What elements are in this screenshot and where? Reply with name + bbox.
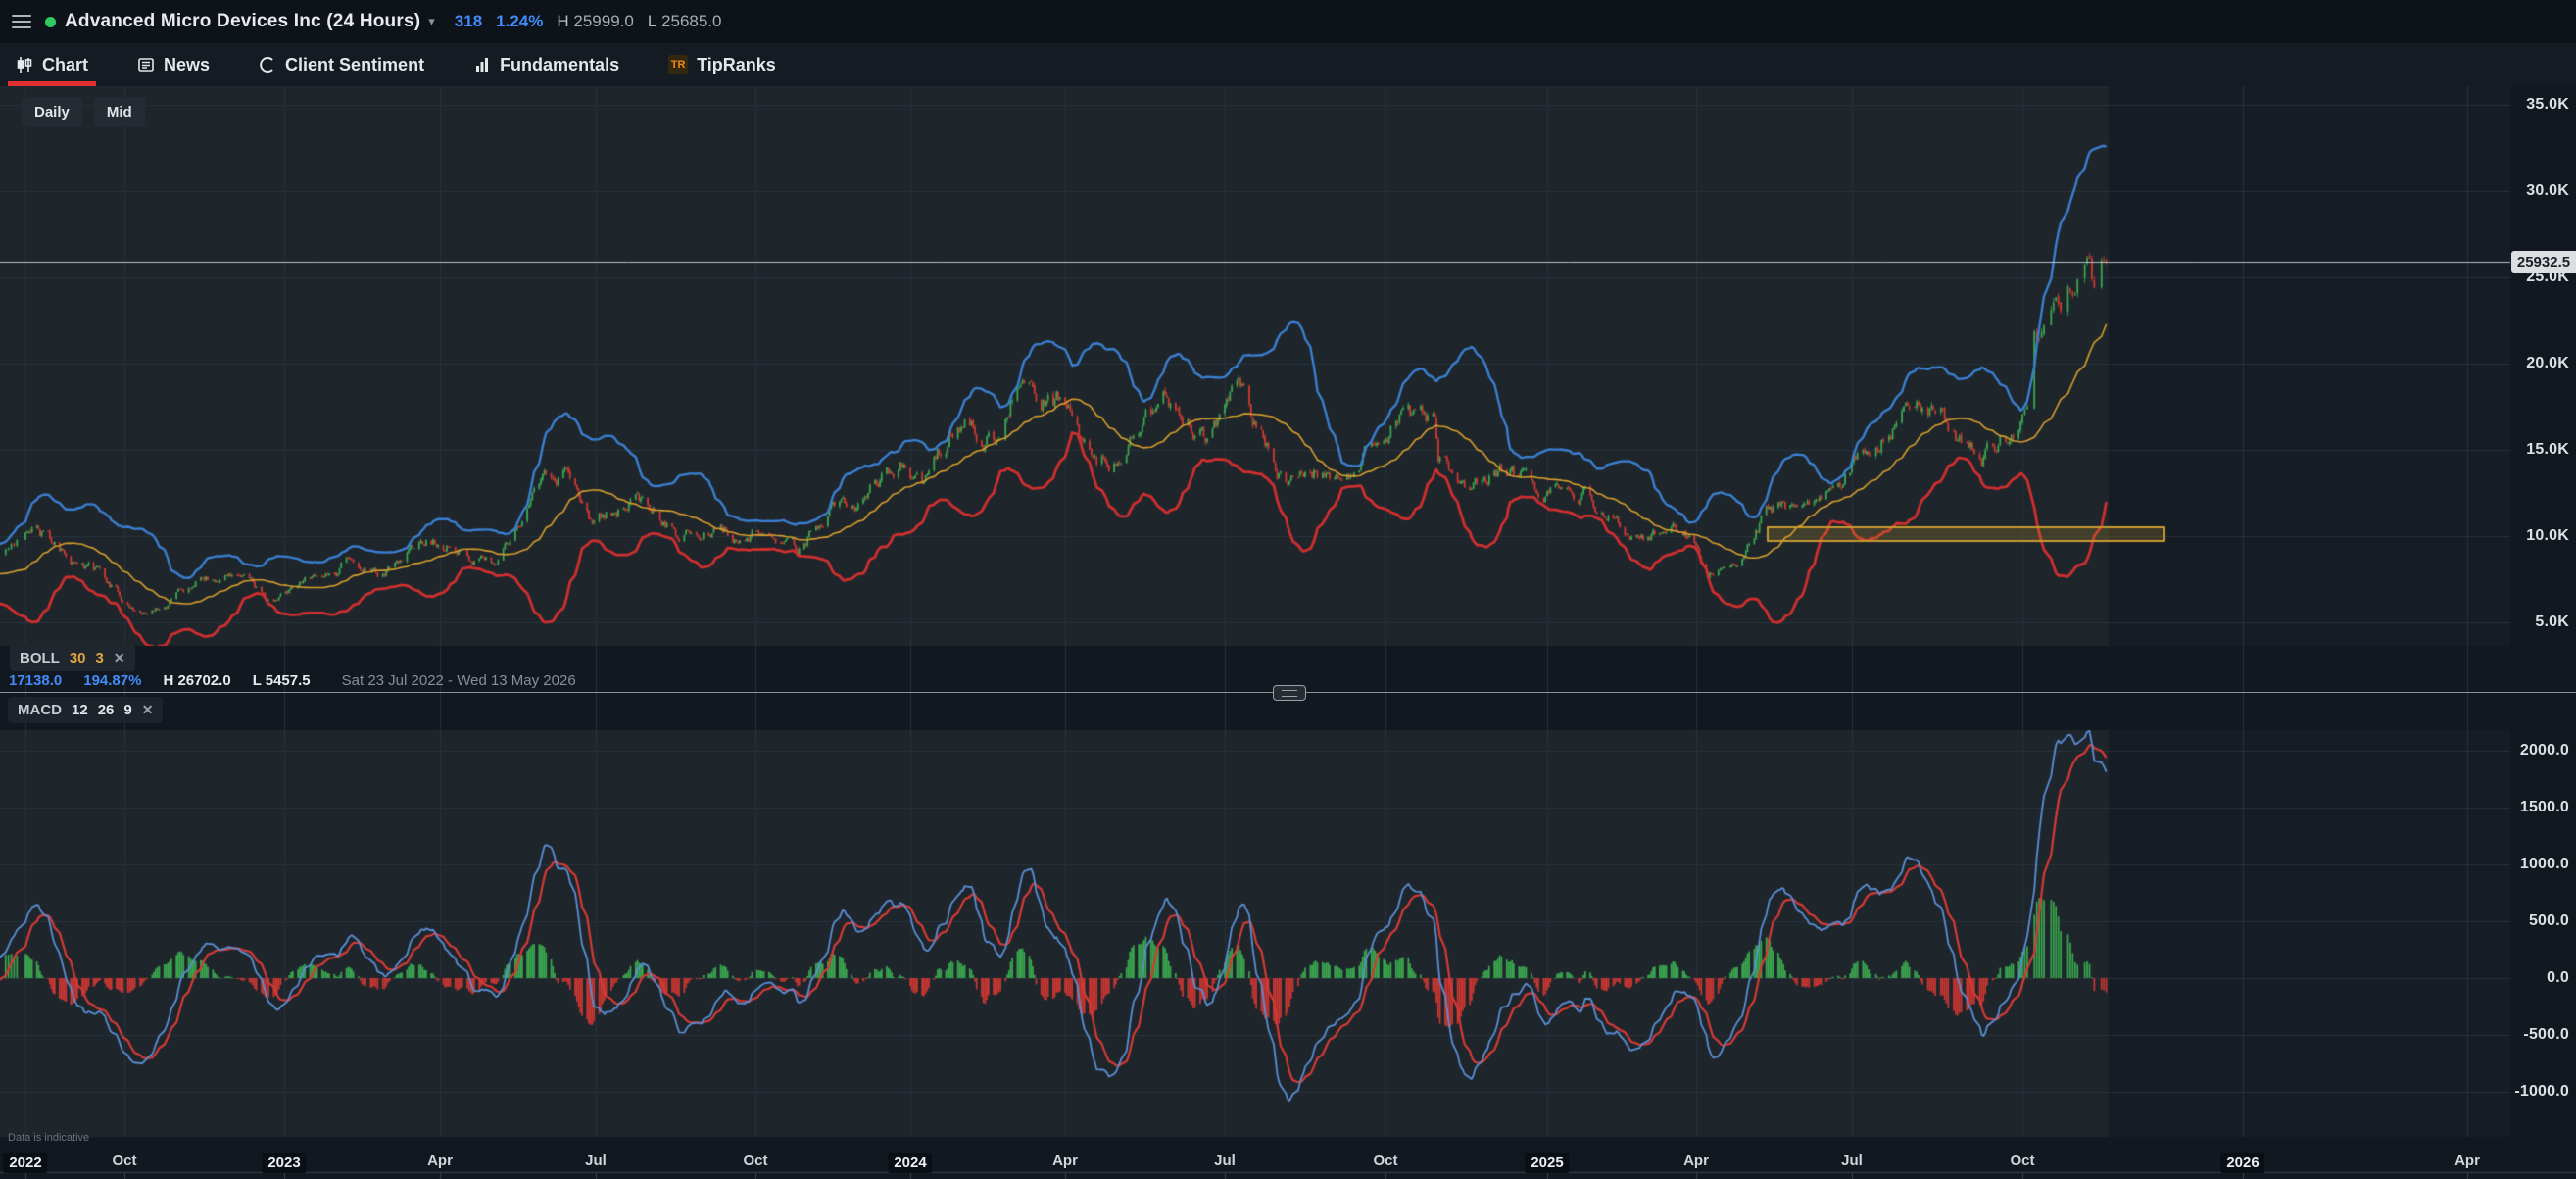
close-icon[interactable]: ✕ <box>113 650 125 665</box>
time-axis-label: Oct <box>112 1153 137 1169</box>
macd-signal: 9 <box>123 702 132 718</box>
period-low: L 5457.5 <box>252 672 311 689</box>
time-axis-label: Oct <box>743 1153 768 1169</box>
tab-bar: Chart News Client Sentiment Fundamentals… <box>0 43 2576 86</box>
instrument-title[interactable]: Advanced Micro Devices Inc (24 Hours) <box>65 11 421 31</box>
time-axis-label: Jul <box>585 1153 607 1169</box>
macd-slow: 26 <box>97 702 115 718</box>
time-axis-label: Apr <box>1052 1153 1078 1169</box>
tab-fundamentals[interactable]: Fundamentals <box>471 43 621 86</box>
time-axis-label: Jul <box>1214 1153 1236 1169</box>
price-axis-label: 10.0K <box>2526 527 2569 544</box>
price-axis-label: 15.0K <box>2526 441 2569 458</box>
time-axis-label: Oct <box>2010 1153 2035 1169</box>
news-icon <box>137 56 155 74</box>
boll-indicator-chip[interactable]: BOLL 30 3 ✕ <box>10 645 135 671</box>
header-bar: Advanced Micro Devices Inc (24 Hours) ▾ … <box>0 0 2576 43</box>
tab-client-sentiment[interactable]: Client Sentiment <box>257 43 426 86</box>
tab-tipranks[interactable]: TR TipRanks <box>666 43 778 86</box>
low-value: 25685.0 <box>661 12 722 30</box>
tab-label: Fundamentals <box>500 54 620 74</box>
macd-axis-label: 1000.0 <box>2519 856 2569 872</box>
data-indicative-note: Data is indicative <box>8 1132 90 1144</box>
boll-mult: 3 <box>95 650 104 666</box>
tab-label: TipRanks <box>697 54 776 74</box>
boll-name: BOLL <box>20 650 60 666</box>
macd-name: MACD <box>18 702 62 718</box>
day-high: H 25999.0 <box>557 12 633 31</box>
macd-axis-label: 0.0 <box>2547 969 2569 986</box>
chart-toolbar: Daily Mid <box>22 97 145 127</box>
candlestick-icon <box>16 56 33 74</box>
macd-axis-label: -500.0 <box>2523 1026 2569 1043</box>
period-change: 17138.0 <box>9 672 63 689</box>
chevron-down-icon[interactable]: ▾ <box>428 14 435 28</box>
price-axis-label: 35.0K <box>2526 96 2569 113</box>
time-axis-label: 2024 <box>888 1153 933 1173</box>
high-label: H <box>557 12 569 30</box>
macd-indicator-chip[interactable]: MACD 12 26 9 ✕ <box>8 697 164 723</box>
tab-label: Chart <box>42 54 89 74</box>
macd-axis-label: 2000.0 <box>2519 742 2569 759</box>
tab-chart[interactable]: Chart <box>7 43 97 86</box>
time-axis-label: Apr <box>1683 1153 1709 1169</box>
macd-axis-label: 500.0 <box>2528 912 2569 929</box>
price-axis-label: 5.0K <box>2535 614 2569 630</box>
time-axis-label: 2026 <box>2220 1153 2265 1173</box>
time-axis-label: Jul <box>1841 1153 1863 1169</box>
time-axis-label: Oct <box>1373 1153 1398 1169</box>
change-percent: 1.24% <box>496 12 544 30</box>
timeframe-button[interactable]: Daily <box>22 97 82 127</box>
macd-axis-label: -1000.0 <box>2514 1083 2569 1100</box>
time-axis-label: Apr <box>2454 1153 2480 1169</box>
time-axis-label: 2025 <box>1525 1153 1570 1173</box>
time-axis-label: Apr <box>427 1153 453 1169</box>
sentiment-arc-icon <box>259 56 276 74</box>
price-axis-label: 30.0K <box>2526 182 2569 199</box>
market-open-dot-icon <box>45 16 56 27</box>
boll-period: 30 <box>69 650 86 666</box>
change-value: 318 <box>454 12 483 30</box>
tipranks-icon: TR <box>668 55 689 74</box>
pane-resize-handle[interactable] <box>1273 685 1306 701</box>
time-axis-label: 2023 <box>262 1153 307 1173</box>
period-stats: 17138.0 194.87% H 26702.0 L 5457.5 Sat 2… <box>9 672 576 689</box>
time-axis-label: 2022 <box>3 1153 48 1173</box>
day-low: L 25685.0 <box>648 12 722 31</box>
close-icon[interactable]: ✕ <box>141 702 154 717</box>
macd-fast: 12 <box>72 702 88 718</box>
tab-news[interactable]: News <box>135 43 212 86</box>
period-high: H 26702.0 <box>163 672 231 689</box>
high-value: 25999.0 <box>573 12 634 30</box>
price-axis-label: 20.0K <box>2526 355 2569 371</box>
low-label: L <box>647 12 657 30</box>
tab-label: Client Sentiment <box>285 54 425 74</box>
current-price-tag: 25932.5 <box>2511 251 2576 273</box>
period-change-pct: 194.87% <box>83 672 142 689</box>
tab-label: News <box>164 54 211 74</box>
macd-axis-label: 1500.0 <box>2519 799 2569 815</box>
menu-icon[interactable] <box>12 15 31 28</box>
period-range: Sat 23 Jul 2022 - Wed 13 May 2026 <box>341 672 576 689</box>
price-type-button[interactable]: Mid <box>93 97 145 127</box>
bar-chart-icon <box>473 56 491 74</box>
